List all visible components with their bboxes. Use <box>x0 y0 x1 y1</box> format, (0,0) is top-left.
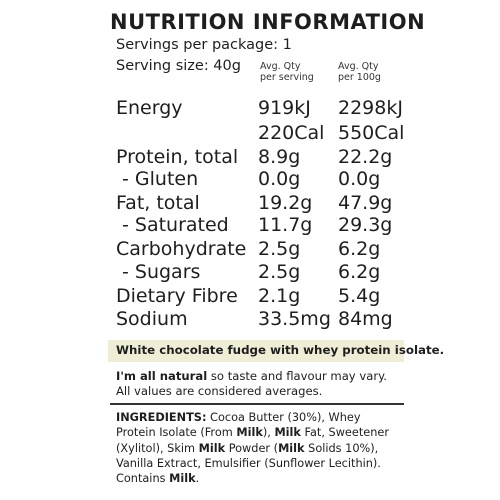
column-header-line: Avg. Qty <box>260 61 301 72</box>
nutrient-row: Dietary Fibre 2.1g 5.4g <box>116 284 416 308</box>
ingredient-text: Powder ( <box>225 441 279 455</box>
value-per-serving: 19.2g <box>258 192 313 214</box>
ingredient-emphasis: Milk <box>278 441 305 455</box>
nutrient-row: 220Cal 550Cal <box>116 121 416 145</box>
column-header-line: per 100g <box>338 72 381 83</box>
nutrient-row: Fat, total 19.2g 47.9g <box>116 191 416 215</box>
ingredients-line: Contains Milk. <box>116 471 416 486</box>
serving-size: Serving size: 40g <box>116 58 241 74</box>
ingredient-text: (Xylitol), Skim <box>116 441 199 455</box>
value-per-100g: 6.2g <box>338 238 381 260</box>
value-per-serving: 919kJ <box>258 97 311 119</box>
value-per-serving: 33.5mg <box>258 308 331 330</box>
value-per-100g: 5.4g <box>338 285 381 307</box>
nutrient-label: Energy <box>116 97 183 119</box>
ingredient-emphasis: Milk <box>169 472 196 486</box>
nutrient-row: - Saturated 11.7g 29.3g <box>116 213 416 237</box>
natural-note-bold: I'm all natural <box>116 369 208 383</box>
ingredients-line: Vanilla Extract, Emulsifier (Sunflower L… <box>116 456 416 471</box>
value-per-serving: 2.5g <box>258 238 301 260</box>
divider <box>110 403 404 405</box>
ingredients-list: INGREDIENTS: Cocoa Butter (30%), Whey Pro… <box>116 410 416 486</box>
ingredient-text: Protein Isolate (From <box>116 426 237 440</box>
ingredient-emphasis: Milk <box>198 441 226 455</box>
value-per-serving: 8.9g <box>258 146 301 168</box>
ingredients-line: Protein Isolate (From Milk), Milk Fat, S… <box>116 425 416 440</box>
value-per-serving: 220Cal <box>258 122 325 144</box>
nutrient-row: Carbohydrate 2.5g 6.2g <box>116 237 416 261</box>
ingredient-emphasis: INGREDIENTS: <box>116 411 207 424</box>
nutrient-label: - Saturated <box>122 214 229 236</box>
column-header-line: Avg. Qty <box>338 61 379 72</box>
nutrient-label: Dietary Fibre <box>116 285 238 307</box>
ingredient-text: Fat, Sweetener <box>300 426 389 440</box>
ingredient-text: Vanilla Extract, Emulsifier (Sunflower L… <box>116 456 381 470</box>
natural-note-rest: so taste and flavour may vary. <box>207 369 387 383</box>
ingredient-text: Contains <box>116 472 170 486</box>
nutrient-label: Sodium <box>116 308 188 330</box>
panel-title: NUTRITION INFORMATION <box>110 10 426 34</box>
nutrient-label: Protein, total <box>116 146 239 168</box>
nutrient-row: Protein, total 8.9g 22.2g <box>116 145 416 169</box>
nutrient-row: Energy 919kJ 2298kJ <box>116 96 416 120</box>
nutrient-label: - Gluten <box>122 168 199 190</box>
value-per-serving: 0.0g <box>258 168 301 190</box>
ingredient-text: ), <box>262 426 275 440</box>
value-per-serving: 2.5g <box>258 261 301 283</box>
value-per-100g: 550Cal <box>338 122 405 144</box>
ingredient-text: Cocoa Butter (30%), Whey <box>206 411 361 424</box>
ingredient-emphasis: Milk <box>274 426 301 440</box>
natural-note: I'm all natural so taste and flavour may… <box>116 369 387 384</box>
nutrient-label: Carbohydrate <box>116 238 247 260</box>
averages-note: All values are considered averages. <box>116 384 323 398</box>
value-per-100g: 84mg <box>338 308 393 330</box>
value-per-100g: 22.2g <box>338 146 393 168</box>
column-header-per-100g: Avg. Qty per 100g <box>338 61 381 83</box>
nutrient-row: - Gluten 0.0g 0.0g <box>116 167 416 191</box>
ingredient-text: Solids 10%), <box>304 441 379 455</box>
value-per-serving: 2.1g <box>258 285 301 307</box>
ingredient-emphasis: Milk <box>236 426 263 440</box>
servings-per-package: Servings per package: 1 <box>116 37 292 53</box>
nutrient-label: - Sugars <box>122 261 201 283</box>
ingredient-text: . <box>195 472 200 486</box>
ingredients-line: INGREDIENTS: Cocoa Butter (30%), Whey <box>116 410 416 425</box>
value-per-100g: 47.9g <box>338 192 393 214</box>
nutrient-row: Sodium 33.5mg 84mg <box>116 307 416 331</box>
product-description-band: White chocolate fudge with whey protein … <box>108 340 444 362</box>
value-per-100g: 6.2g <box>338 261 381 283</box>
nutrient-label: Fat, total <box>116 192 200 214</box>
value-per-100g: 29.3g <box>338 214 393 236</box>
column-header-per-serving: Avg. Qty per serving <box>260 61 314 83</box>
product-description: White chocolate fudge with whey protein … <box>116 343 445 357</box>
nutrient-row: - Sugars 2.5g 6.2g <box>116 260 416 284</box>
ingredients-line: (Xylitol), Skim Milk Powder (Milk Solids… <box>116 441 416 456</box>
value-per-serving: 11.7g <box>258 214 313 236</box>
column-header-line: per serving <box>260 72 314 83</box>
value-per-100g: 0.0g <box>338 168 381 190</box>
value-per-100g: 2298kJ <box>338 97 403 119</box>
